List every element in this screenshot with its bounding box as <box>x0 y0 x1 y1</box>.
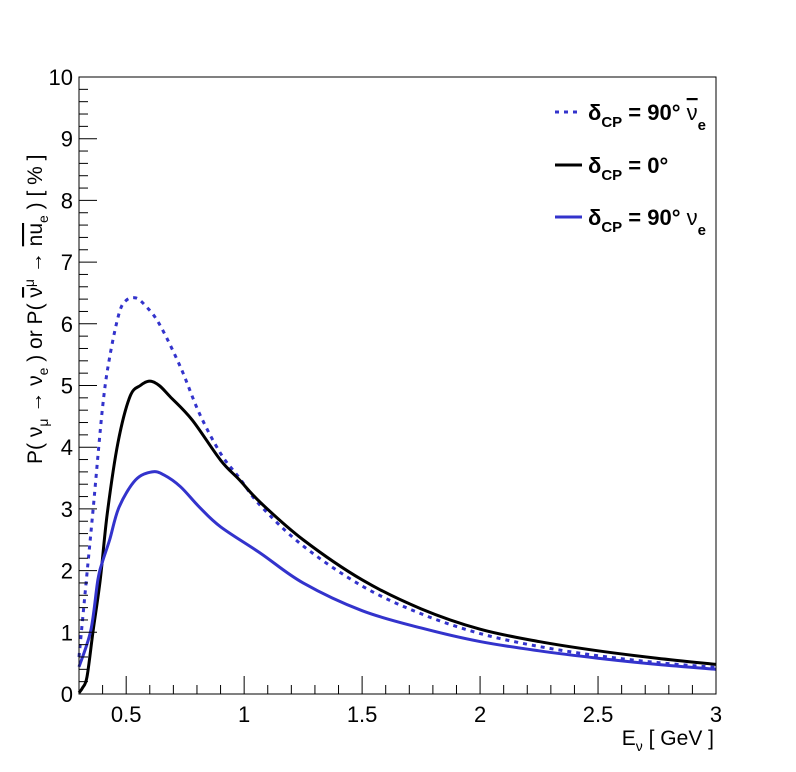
y-axis: 0 1 2 3 4 5 6 7 8 9 10 <box>49 65 97 707</box>
legend-text: = 90° <box>622 100 686 125</box>
curves <box>77 296 717 694</box>
x-tick-label: 0.5 <box>111 702 142 727</box>
legend-entry: δCP = 90° νe <box>588 205 706 239</box>
y-tick-label: 5 <box>61 374 73 399</box>
legend-sub: CP <box>601 219 622 236</box>
y-tick-label: 0 <box>61 682 73 707</box>
legend-delta: δ <box>588 153 601 178</box>
legend-nu-sub: e <box>698 222 706 239</box>
x-axis: 0.5 1 1.5 2 2.5 3 <box>78 676 722 727</box>
legend-sub: CP <box>601 167 622 184</box>
curve-dcp90-nu-e <box>77 470 717 671</box>
legend-nu: ν <box>687 100 698 125</box>
y-tick-label: 7 <box>61 250 73 275</box>
curve-dcp90-antinu-e <box>77 296 717 669</box>
x-tick-label: 1.5 <box>347 702 378 727</box>
curve-dcp0 <box>77 379 717 694</box>
y-tick-label: 9 <box>61 127 73 152</box>
legend-sub: CP <box>601 114 622 131</box>
legend-text: = 90° <box>622 205 686 230</box>
y-axis-title: P( νμ → νe ) or P( νμ → nue ) [ % ] <box>21 155 51 465</box>
y-tick-label: 8 <box>61 188 73 213</box>
legend-nu: ν <box>687 205 698 230</box>
legend-text: = 0° <box>622 153 668 178</box>
y-tick-label: 4 <box>61 435 73 460</box>
x-tick-label: 2.5 <box>583 702 614 727</box>
legend-delta: δ <box>588 205 601 230</box>
x-tick-label: 2 <box>474 702 486 727</box>
legend-nu-sub: e <box>698 117 706 134</box>
legend-delta: δ <box>588 100 601 125</box>
y-tick-label: 2 <box>61 559 73 584</box>
y-tick-label: 10 <box>49 65 73 90</box>
x-axis-title: Eν [ GeV ] <box>622 727 714 754</box>
y-tick-label: 1 <box>61 620 73 645</box>
y-tick-label: 6 <box>61 312 73 337</box>
x-tick-label: 3 <box>710 702 722 727</box>
x-tick-label: 1 <box>238 702 250 727</box>
legend-entry: δCP = 90° νe <box>588 100 706 134</box>
y-tick-label: 3 <box>61 497 73 522</box>
legend-entry: δCP = 0° <box>588 153 668 184</box>
